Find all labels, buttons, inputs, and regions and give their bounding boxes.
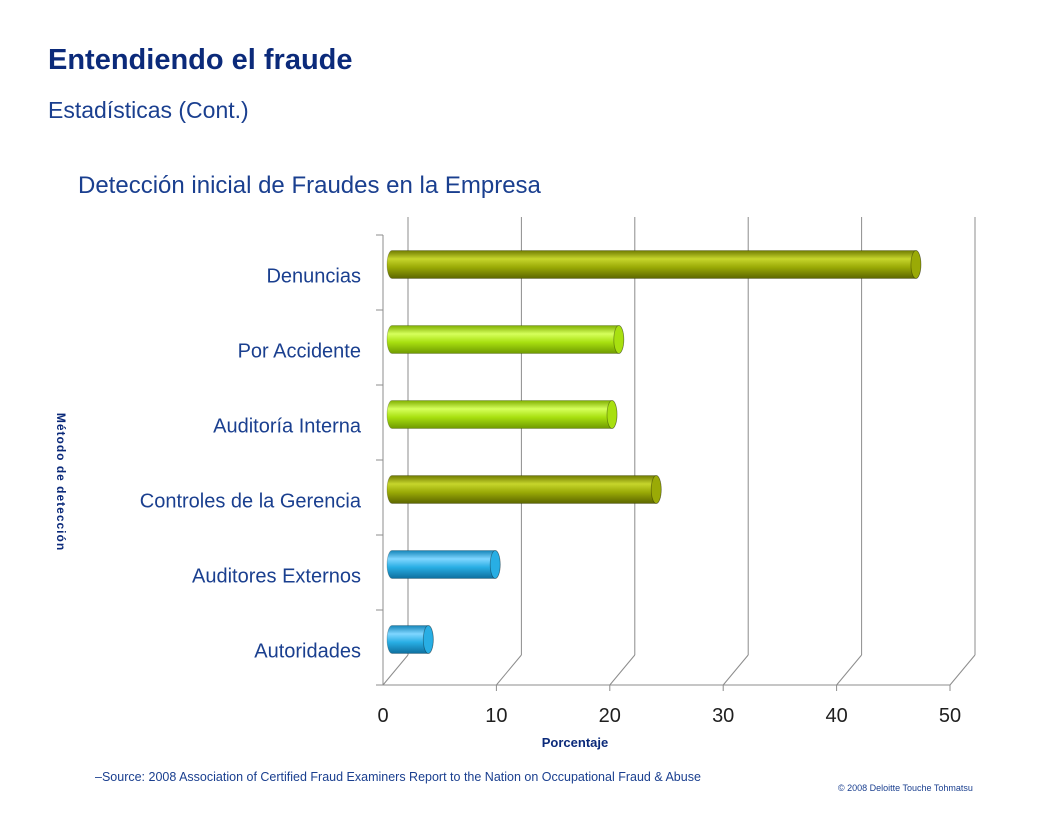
bar-body (386, 400, 618, 429)
bar-cap (910, 250, 922, 279)
bar-body (386, 550, 501, 579)
category-label: Auditoría Interna (213, 416, 362, 438)
category-label: Autoridades (254, 641, 361, 663)
gridline-floor (382, 654, 409, 686)
bar-auditores-externos (386, 550, 501, 579)
chart-title: Detección inicial de Fraudes en la Empre… (78, 172, 541, 199)
bar-cap (650, 475, 662, 504)
x-tick-label: 40 (825, 705, 847, 727)
bar-por-accidente (386, 325, 625, 354)
bar-body (386, 250, 922, 279)
x-tick-label: 30 (712, 705, 734, 727)
gridlines (382, 217, 976, 686)
bar-controles-de-la-gerencia (386, 475, 662, 504)
gridline-floor (609, 654, 636, 686)
bar-autoridades (386, 625, 434, 654)
labels: 0 10 20 30 40 50 Denuncias Por Accidente Auditor… (140, 266, 961, 728)
bar-auditor-a-interna (386, 400, 618, 429)
category-label: Denuncias (266, 266, 361, 288)
category-label: Auditores Externos (192, 566, 361, 588)
gridline-floor (836, 654, 862, 686)
x-tick-label: 0 (377, 705, 388, 727)
axes (376, 234, 951, 691)
bars (386, 250, 922, 654)
bar-cap (489, 550, 501, 579)
y-axis-title: Método de detección (54, 413, 68, 551)
bar-body (386, 475, 662, 504)
bar-cap (613, 325, 625, 354)
bar-cap (606, 400, 618, 429)
slide-subtitle: Estadísticas (Cont.) (48, 97, 249, 123)
x-tick-label: 10 (485, 705, 507, 727)
copyright-note: © 2008 Deloitte Touche Tohmatsu (838, 783, 973, 793)
bar-denuncias (386, 250, 922, 279)
x-tick-label: 20 (599, 705, 621, 727)
bar-cap (422, 625, 434, 654)
gridline-floor (496, 654, 522, 686)
gridline-floor (949, 654, 976, 686)
x-tick-label: 50 (939, 705, 961, 727)
category-label: Por Accidente (238, 341, 361, 363)
bar-body (386, 325, 625, 354)
category-label: Controles de la Gerencia (140, 491, 362, 513)
x-axis-title: Porcentaje (542, 735, 608, 750)
source-note: –Source: 2008 Association of Certified F… (95, 770, 701, 784)
gridline-floor (722, 654, 749, 686)
slide-title: Entendiendo el fraude (48, 44, 353, 76)
